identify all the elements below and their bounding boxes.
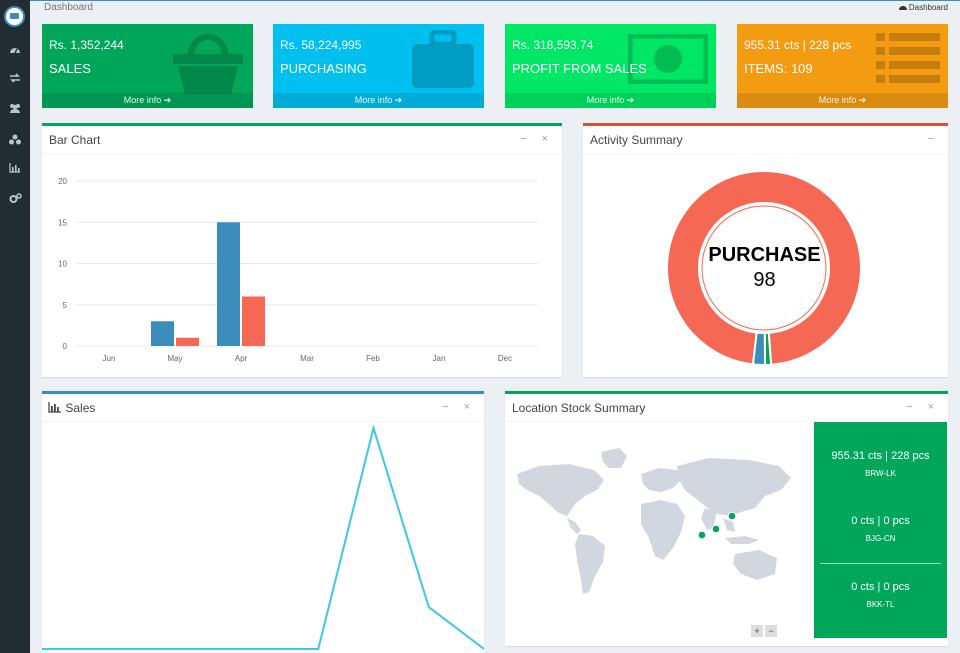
bar[interactable] (176, 337, 199, 346)
sales-more-info-link[interactable]: More info ➔ (42, 93, 253, 108)
world-map[interactable] (509, 434, 809, 634)
location-stock-value: 0 cts | 0 pcs (851, 581, 910, 593)
location-summary-panel: 955.31 cts | 228 pcs BRW-LK 0 cts | 0 pc… (814, 422, 947, 638)
x-tick-label: Dec (498, 354, 512, 363)
list-icon (876, 33, 940, 90)
y-tick-label: 20 (58, 177, 67, 186)
profit-tile: Rs. 318,593.74 PROFIT FROM SALES More in… (505, 24, 716, 108)
sales-value: Rs. 1,352,244 (49, 38, 124, 52)
location-code: BJG-CN (865, 534, 896, 543)
profit-value: Rs. 318,593.74 (512, 38, 594, 52)
bar[interactable] (217, 222, 240, 346)
y-tick-label: 10 (58, 260, 67, 269)
bar-chart-box: Bar Chart − × 0 5 10 15 20 Jun May Apr Mar Feb Jan… (42, 123, 562, 377)
box-title: Location Stock Summary (512, 401, 646, 415)
donut-inner-ring (701, 205, 827, 331)
sales-line-chart (42, 425, 484, 650)
diamonds-icon[interactable] (6, 134, 24, 148)
collapse-button[interactable]: − (927, 133, 940, 145)
purchasing-more-info-link[interactable]: More info ➔ (273, 93, 484, 108)
x-tick-label: Feb (366, 354, 380, 363)
sales-box: Sales − × (42, 391, 484, 653)
box-tools[interactable]: − × (906, 401, 940, 413)
location-item: 0 cts | 0 pcs BJG-CN (814, 515, 947, 543)
cogs-icon[interactable] (6, 193, 24, 207)
location-marker[interactable] (727, 511, 737, 521)
y-tick-label: 0 (63, 342, 68, 351)
sidebar (0, 0, 30, 653)
items-value: 955.31 cts | 228 pcs (744, 38, 852, 52)
top-bar: Dashboard Dashboard (30, 0, 960, 14)
location-item: 0 cts | 0 pcs BKK-TL (814, 581, 947, 609)
dashboard-icon[interactable] (6, 44, 24, 58)
location-marker[interactable] (697, 530, 707, 540)
donut-slice[interactable] (666, 170, 862, 366)
donut-center-label: PURCHASE (708, 244, 821, 266)
arrow-circle-right-icon: ➔ (394, 95, 403, 105)
location-stock-value: 0 cts | 0 pcs (851, 515, 910, 527)
location-marker[interactable] (711, 524, 721, 534)
sales-tile: Rs. 1,352,244 SALES More info ➔ (42, 24, 253, 108)
x-tick-label: Jan (433, 354, 446, 363)
box-header: Sales − × (42, 394, 484, 422)
box-title: Bar Chart (49, 133, 101, 147)
y-tick-label: 5 (63, 301, 68, 310)
sales-label: SALES (49, 61, 91, 76)
x-tick-label: Apr (235, 354, 248, 363)
app-logo[interactable] (4, 6, 25, 27)
zoom-out-button[interactable]: − (765, 625, 777, 637)
page-title: Dashboard (44, 2, 93, 13)
location-code: BKK-TL (866, 600, 895, 609)
profit-label: PROFIT FROM SALES (512, 61, 647, 76)
zoom-in-button[interactable]: + (751, 625, 763, 637)
activity-summary-box: Activity Summary − PURCHASE 98 (583, 123, 948, 377)
box-title: Sales (48, 401, 95, 415)
money-icon (627, 33, 709, 89)
divider (820, 563, 941, 564)
donut-slice[interactable] (751, 331, 767, 366)
items-label: ITEMS: 109 (744, 61, 813, 76)
location-stock-box: Location Stock Summary − × (505, 391, 948, 646)
x-tick-label: Mar (300, 354, 314, 363)
users-icon[interactable] (6, 103, 24, 117)
donut-chart (666, 170, 862, 367)
items-tile: 955.31 cts | 228 pcs ITEMS: 109 More inf… (737, 24, 948, 108)
arrow-circle-right-icon: ➔ (858, 95, 867, 105)
location-item: 955.31 cts | 228 pcs BRW-LK (814, 450, 947, 478)
arrow-circle-right-icon: ➔ (163, 95, 172, 105)
breadcrumb-label: Dashboard (908, 3, 948, 12)
x-tick-label: May (167, 354, 182, 363)
purchasing-value: Rs. 58,224,995 (280, 38, 362, 52)
bar-chart: 0 5 10 15 20 Jun May Apr Mar Feb Jan Dec (58, 177, 538, 363)
box-title: Activity Summary (590, 133, 683, 147)
dashboard-icon (898, 6, 907, 10)
bar-chart-icon[interactable] (6, 163, 24, 177)
purchasing-tile: Rs. 58,224,995 PURCHASING More info ➔ (273, 24, 484, 108)
box-tools[interactable]: − × (442, 401, 476, 413)
box-header: Location Stock Summary − × (505, 394, 948, 422)
bar-chart-icon (48, 402, 61, 413)
briefcase-icon (410, 29, 476, 95)
box-tools[interactable]: − × (520, 133, 554, 145)
box-header: Activity Summary − (583, 126, 948, 154)
basket-icon (171, 30, 245, 101)
purchasing-label: PURCHASING (280, 61, 367, 76)
location-stock-value: 955.31 cts | 228 pcs (831, 450, 930, 462)
x-tick-label: Jun (103, 354, 116, 363)
exchange-icon[interactable] (6, 73, 24, 87)
profit-more-info-link[interactable]: More info ➔ (505, 93, 716, 108)
arrow-circle-right-icon: ➔ (626, 95, 635, 105)
bar[interactable] (242, 296, 265, 347)
breadcrumb[interactable]: Dashboard (898, 3, 948, 12)
items-more-info-link[interactable]: More info ➔ (737, 93, 948, 108)
y-tick-label: 15 (58, 218, 67, 227)
box-header: Bar Chart − × (42, 126, 562, 154)
location-code: BRW-LK (865, 469, 896, 478)
bar[interactable] (151, 321, 174, 346)
donut-center-value: 98 (753, 269, 776, 291)
sales-line (42, 425, 484, 650)
